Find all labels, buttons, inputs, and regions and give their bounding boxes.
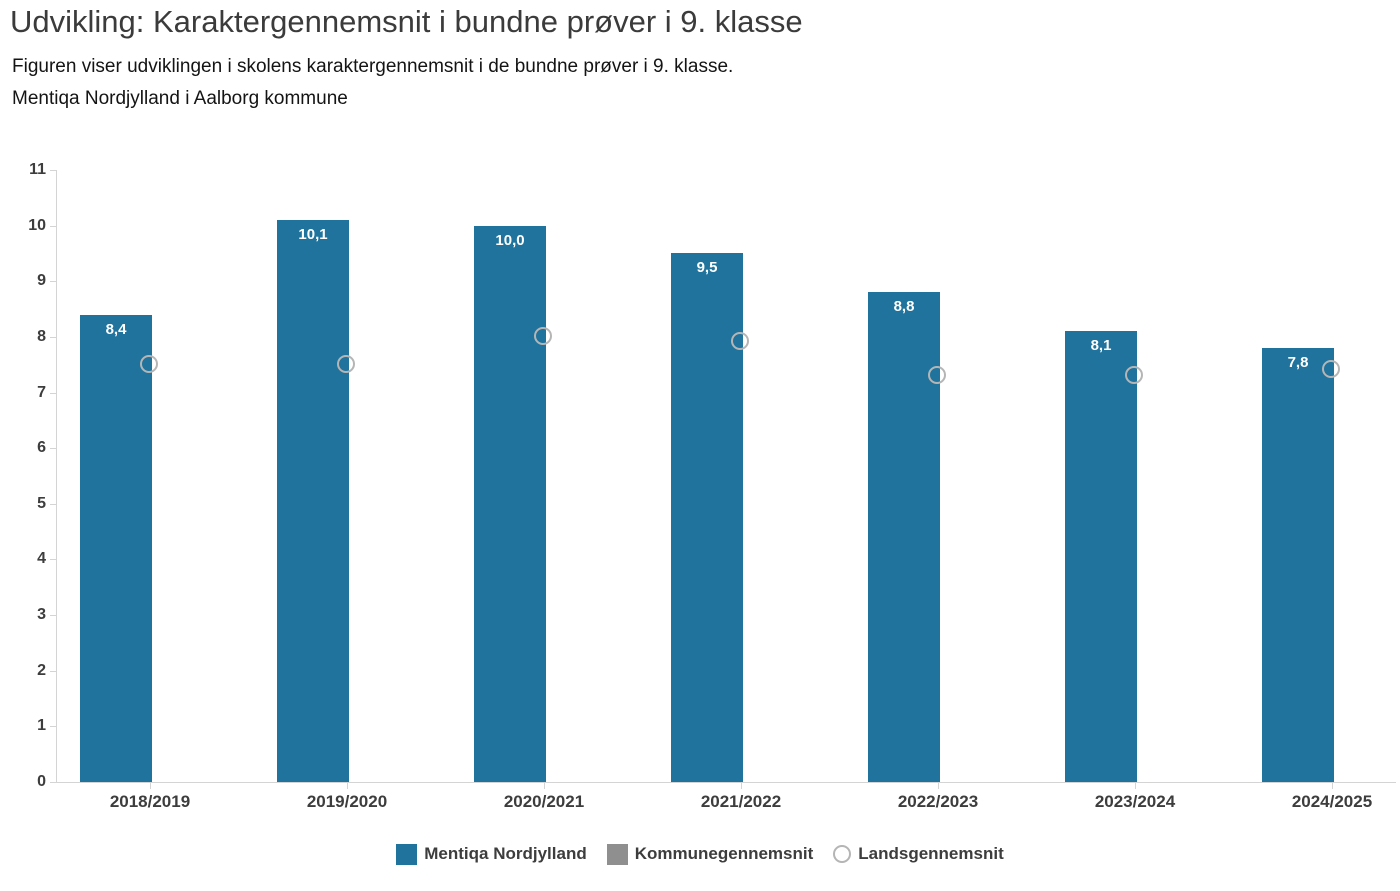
- x-tick: [347, 782, 348, 789]
- bar-value-label: 10,0: [495, 232, 525, 249]
- y-tick: [50, 337, 56, 338]
- legend-item-landsgennemsnit[interactable]: Landsgennemsnit: [833, 844, 1004, 864]
- x-tick-label: 2022/2023: [897, 792, 979, 811]
- y-tick-label: 6: [37, 439, 46, 456]
- x-tick: [741, 782, 742, 789]
- x-tick-label: 2024/2025: [1291, 792, 1373, 811]
- y-tick: [50, 782, 56, 783]
- bar-value-label: 10,1: [298, 226, 328, 243]
- y-tick: [50, 615, 56, 616]
- legend-square-swatch-mentiqa-nordjylland: [396, 843, 418, 865]
- landsgennemsnit-marker[interactable]: [1125, 366, 1143, 384]
- legend-item-mentiqa-nordjylland[interactable]: Mentiqa Nordjylland: [396, 843, 587, 865]
- y-tick-label: 11: [29, 161, 46, 178]
- y-tick: [50, 170, 56, 171]
- bar-value-label: 8,4: [105, 321, 127, 338]
- x-tick-label: 2020/2021: [503, 792, 585, 811]
- x-tick: [150, 782, 151, 789]
- landsgennemsnit-marker[interactable]: [140, 355, 158, 373]
- landsgennemsnit-marker[interactable]: [534, 327, 552, 345]
- bar-mentiqa-nordjylland[interactable]: [1262, 348, 1334, 782]
- legend-item-kommunegennemsnit[interactable]: Kommunegennemsnit: [606, 843, 814, 865]
- x-axis-line: [56, 782, 1396, 783]
- legend-item-label: Landsgennemsnit: [858, 844, 1004, 863]
- y-tick: [50, 448, 56, 449]
- bar-value-label: 7,8: [1287, 354, 1309, 371]
- landsgennemsnit-marker[interactable]: [928, 366, 946, 384]
- chart-legend: Mentiqa Nordjylland Kommunegennemsnit Land…: [0, 840, 1400, 868]
- bar-mentiqa-nordjylland[interactable]: [671, 253, 743, 782]
- y-tick: [50, 726, 56, 727]
- bar-value-label: 8,8: [893, 298, 915, 315]
- bar-value-label: 9,5: [696, 259, 718, 276]
- bar-mentiqa-nordjylland[interactable]: [868, 292, 940, 782]
- y-tick-label: 0: [37, 773, 46, 790]
- y-tick-label: 1: [37, 717, 46, 734]
- y-tick: [50, 559, 56, 560]
- y-tick: [50, 671, 56, 672]
- x-tick-label: 2018/2019: [109, 792, 191, 811]
- x-tick-label: 2019/2020: [306, 792, 388, 811]
- x-tick: [1135, 782, 1136, 789]
- y-tick-label: 8: [37, 328, 46, 345]
- y-tick: [50, 504, 56, 505]
- legend-item-label: Kommunegennemsnit: [634, 844, 814, 863]
- y-tick-label: 10: [28, 217, 46, 234]
- bar-mentiqa-nordjylland[interactable]: [474, 226, 546, 782]
- x-tick: [938, 782, 939, 789]
- y-tick: [50, 393, 56, 394]
- x-tick-label: 2023/2024: [1094, 792, 1176, 811]
- chart-title: Udvikling: Karaktergennemsnit i bundne p…: [10, 4, 803, 39]
- bar-mentiqa-nordjylland[interactable]: [277, 220, 349, 782]
- y-tick: [50, 226, 56, 227]
- landsgennemsnit-marker[interactable]: [1322, 360, 1340, 378]
- chart-context-line: Mentiqa Nordjylland i Aalborg kommune: [12, 88, 348, 109]
- landsgennemsnit-marker[interactable]: [337, 355, 355, 373]
- y-tick-label: 7: [37, 384, 46, 401]
- x-tick: [544, 782, 545, 789]
- y-axis-line: [56, 170, 57, 782]
- y-tick-label: 2: [37, 662, 46, 679]
- y-tick-label: 9: [37, 272, 46, 289]
- x-tick: [1332, 782, 1333, 789]
- y-tick-label: 4: [37, 550, 46, 567]
- legend-circle-swatch-landsgennemsnit: [833, 845, 852, 863]
- bar-value-label: 8,1: [1090, 337, 1112, 354]
- legend-item-label: Mentiqa Nordjylland: [424, 844, 587, 863]
- legend-square-swatch-kommunegennemsnit: [606, 843, 628, 865]
- bar-mentiqa-nordjylland[interactable]: [80, 315, 152, 782]
- y-tick-label: 5: [37, 495, 46, 512]
- bar-mentiqa-nordjylland[interactable]: [1065, 331, 1137, 782]
- landsgennemsnit-marker[interactable]: [731, 332, 749, 350]
- x-tick-label: 2021/2022: [700, 792, 782, 811]
- y-tick: [50, 281, 56, 282]
- y-tick-label: 3: [37, 606, 46, 623]
- chart-subtitle: Figuren viser udviklingen i skolens kara…: [12, 56, 734, 77]
